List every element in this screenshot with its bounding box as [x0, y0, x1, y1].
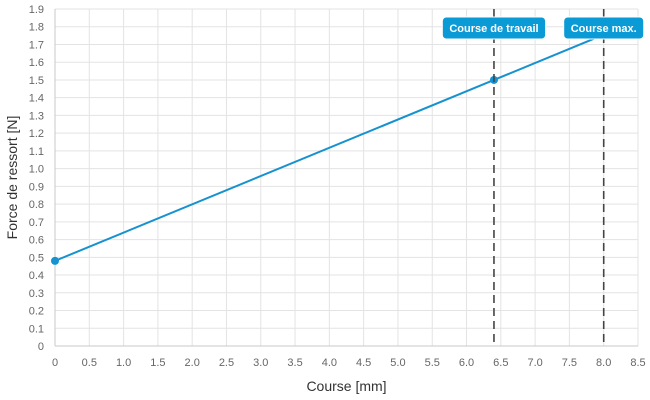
- y-axis-title: Force de ressort [N]: [4, 116, 20, 240]
- x-tick-label: 8.5: [630, 357, 645, 369]
- y-tick-labels: 0 0.1 0.2 0.3 0.4 0.5 0.6 0.7 0.8 0.9 1.0 1.1 1.2 1.3…: [29, 4, 44, 353]
- x-tick-label: 6.0: [459, 357, 474, 369]
- marker-badge: Course max.: [563, 16, 645, 40]
- y-tick-label: 1.5: [29, 75, 44, 87]
- x-tick-labels: 0 0.5 1.0 1.5 2.0 2.5 3.0 3.5 4.0 4.5 5.0 5.5 6.0 6.5…: [52, 357, 646, 369]
- y-tick-label: 0.3: [29, 288, 44, 300]
- y-tick-label: 1.4: [29, 93, 44, 105]
- grid: [54, 8, 639, 347]
- y-tick-label: 0.2: [29, 306, 44, 318]
- x-tick-label: 3.0: [253, 357, 268, 369]
- x-tick-label: 0.5: [82, 357, 97, 369]
- series: [51, 33, 605, 265]
- x-tick-label: 5.5: [425, 357, 440, 369]
- y-tick-label: 1.0: [29, 164, 44, 176]
- x-tick-label: 7.0: [527, 357, 542, 369]
- x-tick-label: 1.0: [116, 357, 131, 369]
- marker-badge-box: [441, 16, 547, 40]
- y-tick-label: 0.5: [29, 252, 44, 264]
- x-tick-label: 2.5: [219, 357, 234, 369]
- x-axis-title: Course [mm]: [306, 378, 386, 394]
- marker-label: Course max.: [571, 23, 637, 35]
- x-tick-label: 2.0: [185, 357, 200, 369]
- y-tick-label: 1.9: [29, 4, 44, 16]
- y-tick-label: 0.7: [29, 217, 44, 229]
- marker-badge: Course de travail: [441, 16, 547, 40]
- x-tick-label: 4.0: [322, 357, 337, 369]
- y-tick-label: 1.7: [29, 39, 44, 51]
- x-tick-label: 1.5: [150, 357, 165, 369]
- x-tick-label: 6.5: [493, 357, 508, 369]
- x-tick-label: 0: [52, 357, 58, 369]
- x-tick-label: 5.0: [390, 357, 405, 369]
- x-tick-label: 3.5: [287, 357, 302, 369]
- y-tick-label: 1.3: [29, 110, 44, 122]
- y-tick-label: 1.8: [29, 22, 44, 34]
- y-tick-label: 0.6: [29, 235, 44, 247]
- data-point: [51, 256, 59, 265]
- marker-label: Course de travail: [449, 23, 538, 35]
- x-tick-label: 4.5: [356, 357, 371, 369]
- y-tick-label: 0.8: [29, 199, 44, 211]
- reference-markers: Course de travail Course max.: [441, 9, 645, 346]
- y-tick-label: 0: [38, 341, 44, 353]
- y-tick-label: 1.6: [29, 57, 44, 69]
- y-tick-label: 0.4: [29, 270, 44, 282]
- y-tick-label: 0.9: [29, 181, 44, 193]
- y-tick-label: 0.1: [29, 323, 44, 335]
- y-tick-label: 1.2: [29, 128, 44, 140]
- marker-badge-box: [563, 16, 645, 40]
- y-tick-label: 1.1: [29, 146, 44, 158]
- x-tick-label: 8.0: [596, 357, 611, 369]
- axes: [54, 9, 638, 347]
- x-tick-label: 7.5: [562, 357, 577, 369]
